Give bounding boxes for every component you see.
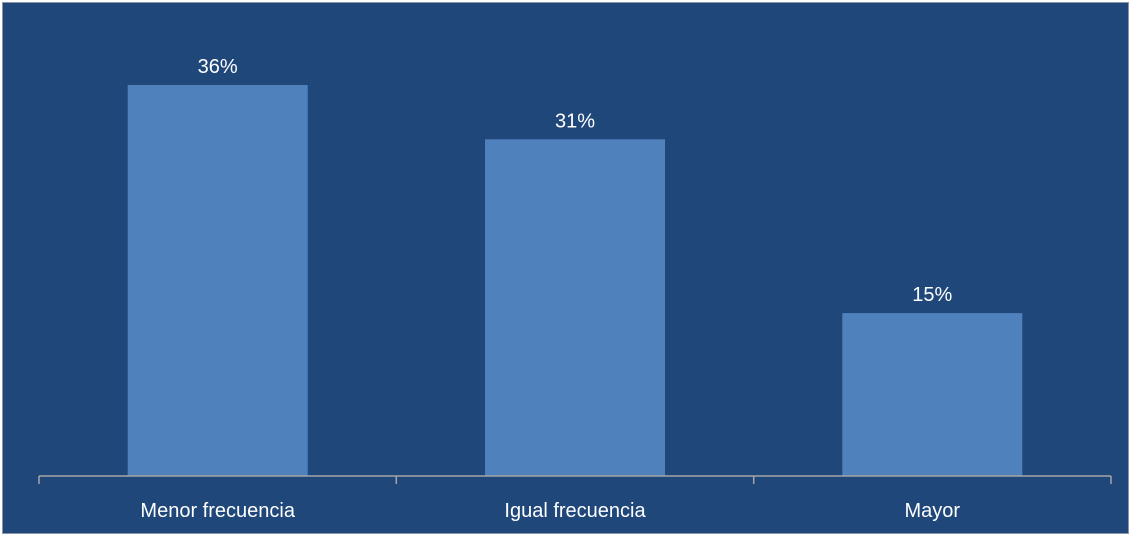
data-label-3: 15% [912,284,952,306]
bar-3 [842,313,1023,476]
x-axis [38,475,1112,484]
x-tick-labels-group: Menor frecuencia Igual frecuencia Mayor [140,500,960,522]
data-label-2: 31% [555,110,595,132]
x-tick-label-1: Menor frecuencia [140,500,295,522]
data-label-1: 36% [198,56,238,78]
bar-2 [485,139,665,477]
x-tick-label-3: Mayor [905,500,961,522]
bar-chart: 36% 31% 15% Menor frecuencia Igual frecuenc… [3,3,1128,533]
bar-1 [127,85,308,476]
data-labels-group: 36% 31% 15% [198,56,953,306]
bars-group [127,85,1023,477]
x-tick-label-2: Igual frecuencia [504,500,646,522]
